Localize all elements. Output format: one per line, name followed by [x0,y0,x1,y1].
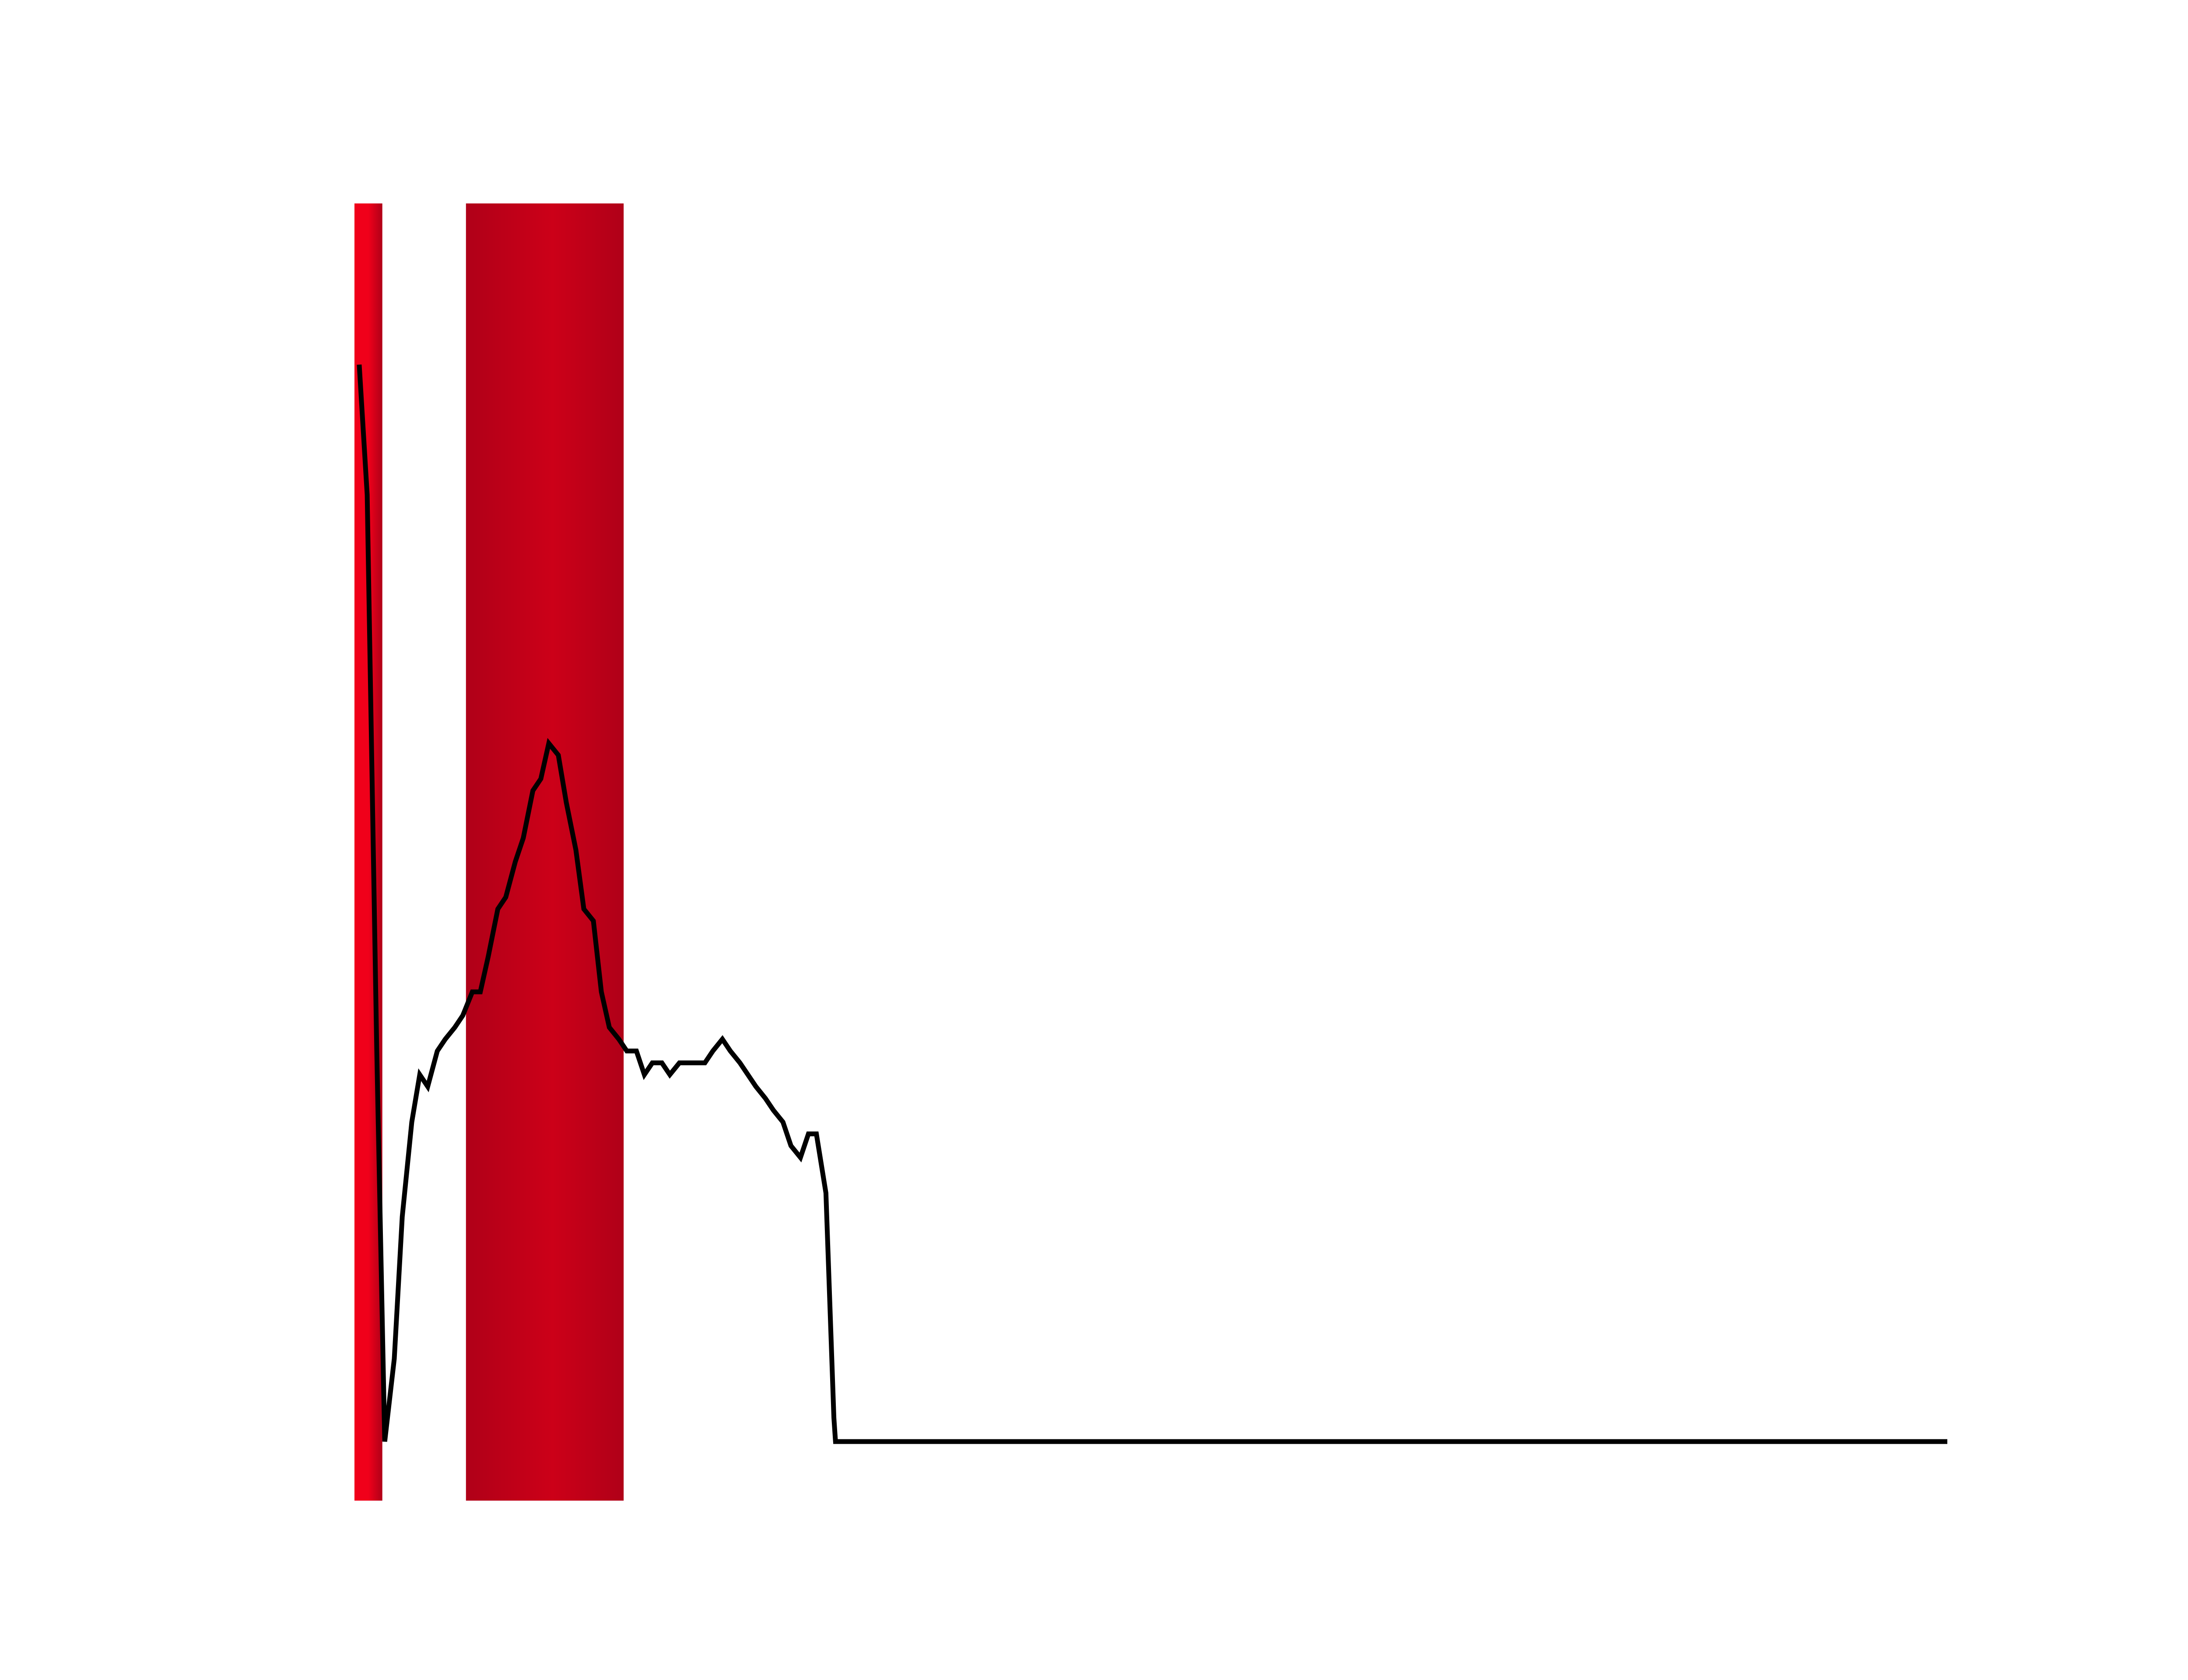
line-layer [357,364,1947,1444]
highlight-band-2 [466,203,624,1501]
bands-layer [354,203,624,1501]
highlight-band-1 [354,203,382,1501]
series-line-1 [357,364,1947,1444]
